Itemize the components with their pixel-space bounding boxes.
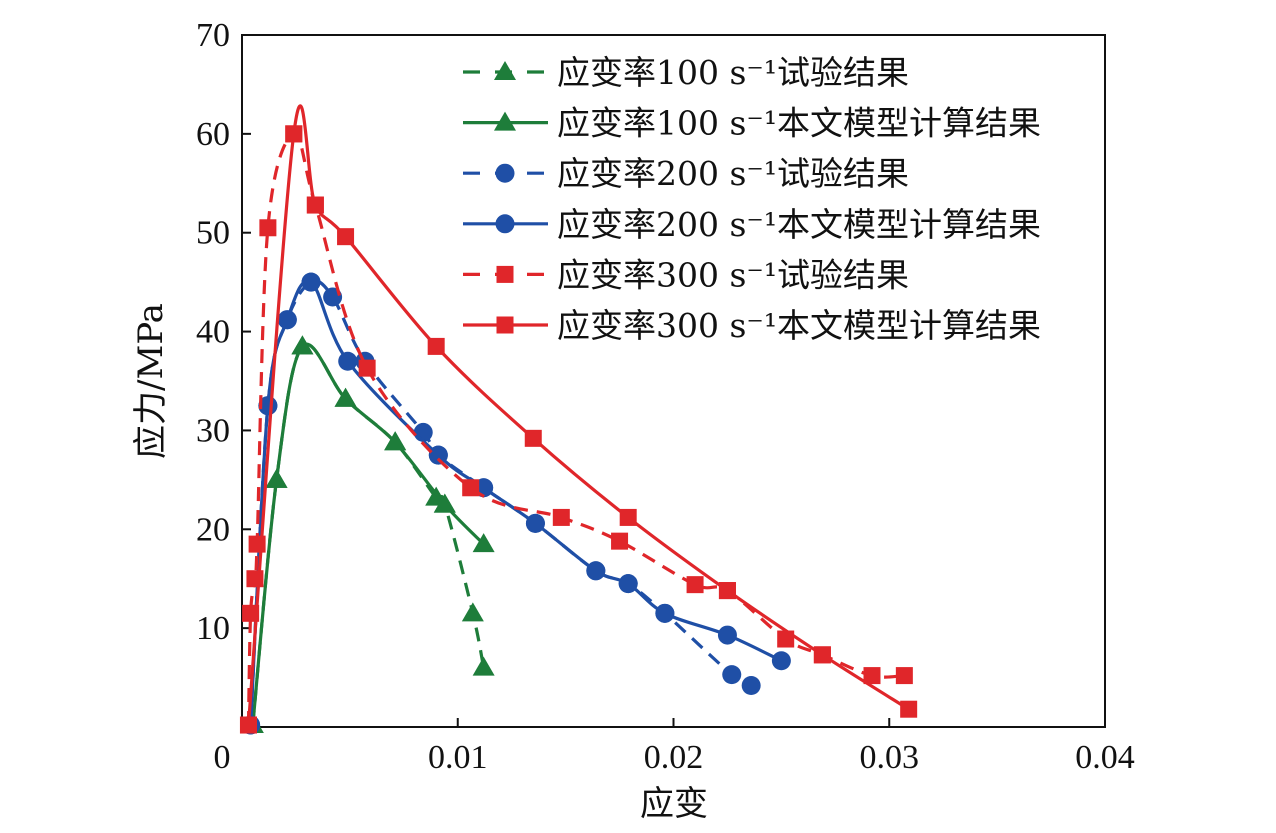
series-300-model xyxy=(239,104,918,734)
y-tick-label: 20 xyxy=(196,511,230,548)
data-point xyxy=(717,625,737,645)
data-point xyxy=(259,219,277,237)
legend-label: 应变率300 s⁻¹本文模型计算结果 xyxy=(557,306,1041,345)
series-100-model xyxy=(241,335,495,734)
axis-tick-labels: 0 0.01 0.02 0.03 0.04 10 20 30 40 50 60 70 xyxy=(196,17,1135,776)
legend-marker xyxy=(496,265,514,283)
legend-label: 应变率100 s⁻¹本文模型计算结果 xyxy=(557,104,1041,143)
data-point xyxy=(472,656,495,676)
x-tick-label: 0.02 xyxy=(644,739,704,776)
y-tick-label: 30 xyxy=(196,412,230,449)
legend-item-300-test: 应变率300 s⁻¹试验结果 xyxy=(463,255,909,294)
y-tick-label: 40 xyxy=(196,314,230,351)
data-point xyxy=(552,508,570,526)
data-point xyxy=(525,513,545,533)
data-point xyxy=(433,493,456,513)
legend-item-200-test: 应变率200 s⁻¹试验结果 xyxy=(463,154,909,193)
series-line-300-test xyxy=(246,132,905,726)
series-layer xyxy=(239,104,918,735)
x-tick-label: 0.03 xyxy=(860,739,920,776)
data-point xyxy=(472,533,495,553)
data-point xyxy=(586,561,606,581)
legend-item-100-model: 应变率100 s⁻¹本文模型计算结果 xyxy=(463,104,1041,143)
legend-marker xyxy=(494,111,516,131)
data-point xyxy=(337,228,355,246)
data-point xyxy=(462,479,480,497)
data-point xyxy=(686,576,704,594)
legend-label: 应变率100 s⁻¹试验结果 xyxy=(557,53,909,92)
y-tick-label: 70 xyxy=(196,17,230,54)
data-point xyxy=(655,603,675,623)
y-tick-label: 10 xyxy=(196,610,230,647)
y-axis-title: 应力/MPa xyxy=(131,303,171,459)
data-point xyxy=(771,651,791,671)
data-point xyxy=(427,337,445,355)
legend-marker xyxy=(495,163,515,183)
data-point xyxy=(741,675,761,695)
x-tick-label: 0.04 xyxy=(1075,739,1135,776)
x-tick-label: 0 xyxy=(214,739,231,776)
x-tick-label: 0.01 xyxy=(428,739,488,776)
x-axis-title: 应变 xyxy=(640,784,708,824)
data-point xyxy=(611,532,629,550)
data-point xyxy=(524,429,542,447)
data-point xyxy=(895,667,913,685)
series-line-200-model xyxy=(249,279,783,726)
legend-item-100-test: 应变率100 s⁻¹试验结果 xyxy=(463,53,909,92)
data-point xyxy=(338,351,358,371)
data-point xyxy=(813,646,831,664)
data-point xyxy=(277,310,297,330)
data-point xyxy=(285,125,303,143)
data-point xyxy=(265,468,288,488)
data-point xyxy=(239,716,257,734)
series-line-300-model xyxy=(246,104,910,726)
series-line-200-test xyxy=(249,279,752,726)
data-point xyxy=(900,700,918,718)
data-point xyxy=(718,582,736,600)
data-point xyxy=(461,602,484,622)
data-point xyxy=(291,335,314,355)
series-line-100-model xyxy=(251,342,485,726)
legend-label: 应变率300 s⁻¹试验结果 xyxy=(557,255,909,294)
series-100-test xyxy=(241,335,495,734)
legend-item-200-model: 应变率200 s⁻¹本文模型计算结果 xyxy=(463,205,1041,244)
y-tick-label: 60 xyxy=(196,116,230,153)
data-point xyxy=(863,667,881,685)
legend-item-300-model: 应变率300 s⁻¹本文模型计算结果 xyxy=(463,306,1041,345)
data-point xyxy=(384,431,407,451)
data-point xyxy=(334,387,357,407)
legend-marker xyxy=(495,214,515,234)
data-point xyxy=(618,574,638,594)
legend-marker xyxy=(494,61,516,80)
data-point xyxy=(428,445,448,465)
legend-label: 应变率200 s⁻¹试验结果 xyxy=(557,154,909,193)
legend-marker xyxy=(496,316,514,334)
y-tick-label: 50 xyxy=(196,215,230,252)
data-point xyxy=(619,508,637,526)
data-point xyxy=(722,665,742,685)
legend-label: 应变率200 s⁻¹本文模型计算结果 xyxy=(557,205,1041,244)
data-point xyxy=(301,272,321,292)
data-point xyxy=(358,359,376,377)
data-point xyxy=(306,196,324,214)
